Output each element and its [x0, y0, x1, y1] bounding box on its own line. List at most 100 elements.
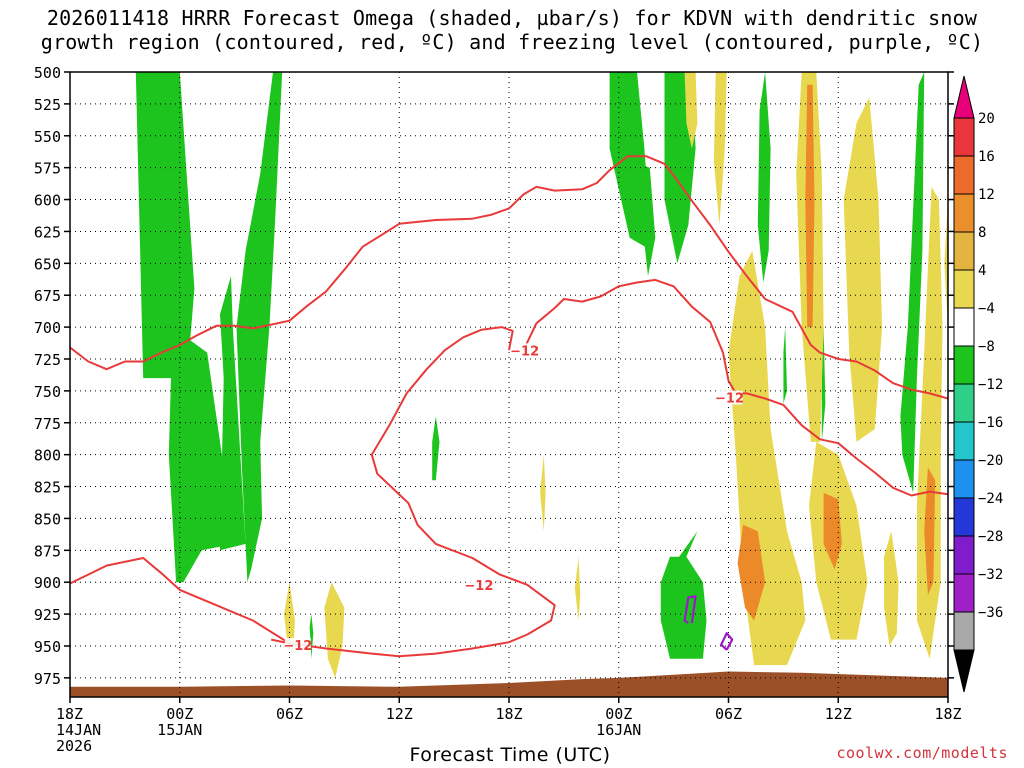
omega-green-1	[135, 72, 195, 379]
y-tick-label: 875	[34, 542, 61, 560]
contour-label-bg	[465, 578, 492, 593]
colorbar-bin	[953, 421, 975, 461]
y-tick-label: 950	[34, 638, 61, 656]
y-tick-label: 975	[34, 670, 61, 688]
y-tick-label: 800	[34, 447, 61, 465]
omega-green-9	[633, 161, 656, 277]
colorbar-bin	[953, 307, 975, 347]
omega-yellow-11	[540, 454, 546, 532]
omega-green-10	[660, 531, 707, 659]
y-tick-label: 900	[34, 574, 61, 592]
colorbar-label: −8	[978, 339, 995, 355]
freezing-a	[683, 595, 697, 624]
colorbar-label: −12	[978, 377, 1003, 393]
colorbar-bin	[953, 269, 975, 309]
omega-green-6	[432, 416, 440, 481]
dgz-inner-upper	[270, 326, 556, 658]
chart-title-line1: 2026011418 HRRR Forecast Omega (shaded, …	[46, 6, 978, 30]
colorbar-label: −16	[978, 415, 1003, 431]
credit-text: coolwx.com/modelts	[836, 744, 1008, 762]
colorbar-bin	[953, 117, 975, 157]
y-tick-label: 850	[34, 510, 61, 528]
colorbar-bin	[953, 573, 975, 613]
y-tick-label: 750	[34, 383, 61, 401]
colorbar-bin	[953, 155, 975, 195]
x-tick-label: 06Z	[276, 705, 303, 723]
contour-label: −12	[510, 344, 539, 359]
colorbar-label: −36	[978, 605, 1003, 621]
x-tick-date: 16JAN	[596, 721, 641, 739]
colorbar-label: −32	[978, 567, 1003, 583]
colorbar-bin	[953, 383, 975, 423]
y-tick-label: 775	[34, 415, 61, 433]
colorbar-bin	[953, 497, 975, 537]
omega-green-11	[757, 72, 771, 283]
colorbar-bin	[953, 345, 975, 385]
omega-yellow-2	[684, 72, 698, 149]
colorbar-label: 16	[978, 149, 995, 165]
y-tick-label: 600	[34, 192, 61, 210]
x-tick-label: 06Z	[715, 705, 742, 723]
x-tick-label: 12Z	[386, 705, 413, 723]
chart-title-line2: growth region (contoured, red, ºC) and f…	[40, 30, 984, 54]
y-tick-label: 725	[34, 351, 61, 369]
colorbar-label: 4	[978, 263, 986, 279]
omega-yellow-1	[713, 72, 727, 226]
colorbar-label: −4	[978, 301, 995, 317]
x-tick-date: 15JAN	[157, 721, 202, 739]
y-tick-label: 925	[34, 606, 61, 624]
chart-title: 2026011418 HRRR Forecast Omega (shaded, …	[0, 6, 1024, 54]
colorbar-label: −24	[978, 491, 1003, 507]
contour-label: −12	[715, 392, 744, 407]
omega-green-13	[821, 327, 826, 442]
omega-yellow-10	[324, 582, 345, 678]
gridlines	[70, 71, 948, 697]
contour-label-bg	[284, 637, 311, 652]
colorbar-label: 20	[978, 111, 995, 127]
colorbar: 20 16 12 8 4 −4 −8 −12 −16 −20 −24 −28 −32 −36	[953, 75, 1003, 693]
y-tick-label: 550	[34, 128, 61, 146]
omega-yellow-4	[843, 97, 883, 442]
omega-orange-2	[737, 524, 766, 621]
dgz-inner-right	[522, 278, 948, 497]
omega-green-3	[220, 276, 246, 551]
y-tick-label: 525	[34, 96, 61, 114]
omega-orange-1	[805, 84, 815, 328]
y-tick-label: 575	[34, 160, 61, 178]
y-tick-label: 500	[34, 64, 61, 82]
colorbar-bin	[953, 193, 975, 233]
contour-labels: −12 −12 −12 −12	[283, 343, 744, 654]
colorbar-label: −28	[978, 529, 1003, 545]
x-tick-label: 00Z	[166, 705, 193, 723]
colorbar-bin	[953, 535, 975, 575]
x-tick-label: 00Z	[605, 705, 632, 723]
x-tick-label: 18Z	[495, 705, 522, 723]
omega-yellow-12	[574, 556, 581, 621]
colorbar-label: 8	[978, 225, 986, 241]
colorbar-bin	[953, 459, 975, 499]
omega-yellow-13	[944, 199, 948, 328]
colorbar-bottom-triangle	[953, 649, 975, 693]
colorbar-label: 12	[978, 187, 995, 203]
colorbar-bin	[953, 611, 975, 651]
y-tick-label: 625	[34, 223, 61, 241]
contours	[70, 155, 948, 658]
y-axis-ticks: 500 525 550 575 600 625 650 675 700 725 750 775 800 8…	[34, 64, 954, 688]
x-tick-label: 12Z	[825, 705, 852, 723]
x-tick-date: 14JAN	[56, 721, 101, 739]
omega-orange-3	[823, 492, 842, 570]
y-tick-label: 700	[34, 319, 61, 337]
y-tick-label: 825	[34, 479, 61, 497]
omega-yellow-7	[916, 186, 943, 659]
dgz-lower-left	[70, 557, 291, 645]
omega-shading	[135, 72, 948, 678]
x-tick-year: 2026	[56, 737, 92, 755]
x-axis-label: Forecast Time (UTC)	[409, 744, 611, 766]
x-tick-label: 18Z	[56, 705, 83, 723]
omega-orange-4	[924, 467, 936, 595]
x-tick-label: 18Z	[934, 705, 961, 723]
colorbar-bin	[953, 231, 975, 271]
contour-label-bg	[716, 390, 743, 405]
